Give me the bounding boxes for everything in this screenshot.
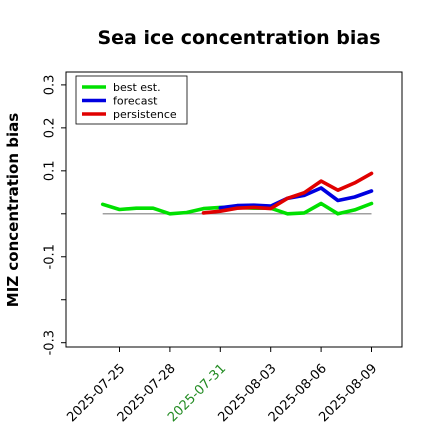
y-tick-label: -0.1 <box>43 244 58 269</box>
y-tick-label: 0.2 <box>43 118 58 139</box>
y-axis-label: MIZ concentration bias <box>4 113 22 307</box>
legend-label: forecast <box>113 95 158 108</box>
y-tick-label: 0.1 <box>43 160 58 181</box>
chart-title: Sea ice concentration bias <box>97 27 380 49</box>
series-line <box>201 171 374 215</box>
plot-frame <box>65 71 403 348</box>
series-line <box>218 186 374 210</box>
legend-label: best est. <box>113 81 161 94</box>
y-tick-label: -0.3 <box>43 330 58 355</box>
y-tick-label: 0.3 <box>43 75 58 96</box>
legend-label: persistence <box>113 108 177 121</box>
legend-box <box>75 75 188 125</box>
